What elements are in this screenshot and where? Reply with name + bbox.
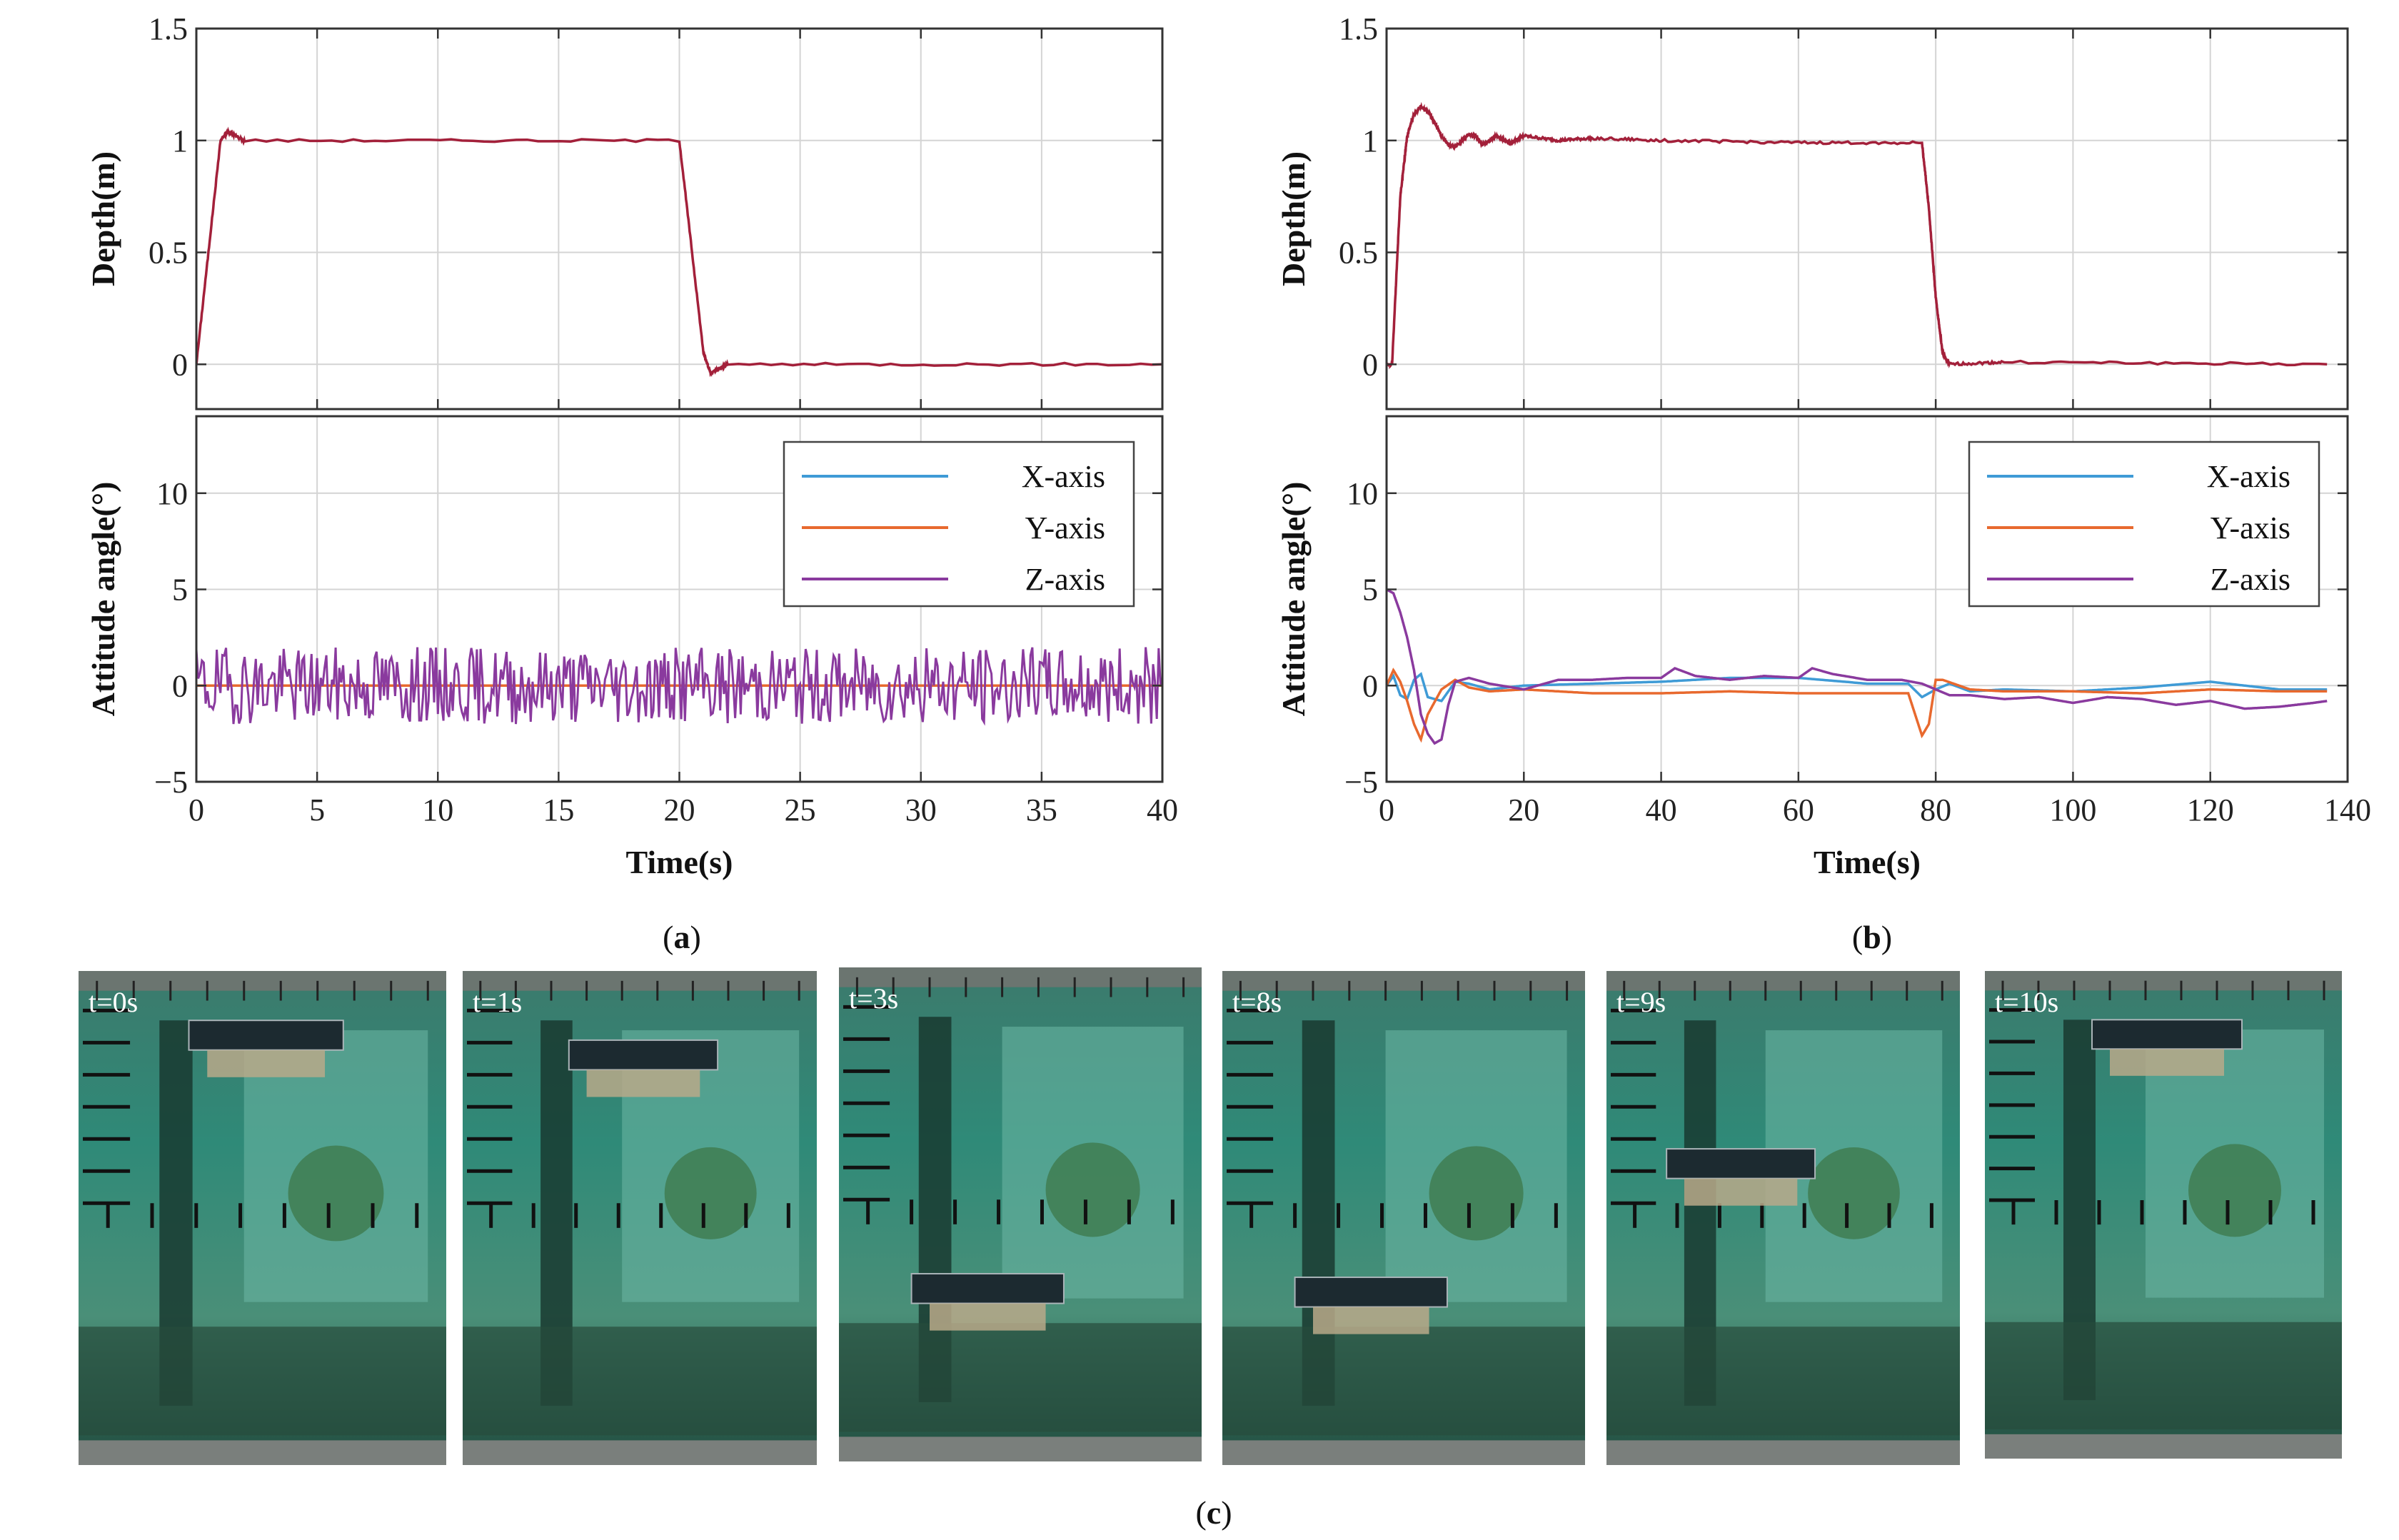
y-tick-label: 0.5 bbox=[149, 236, 188, 271]
x-tick-label: 140 bbox=[2324, 792, 2371, 827]
panel-caption-b: (b) bbox=[1851, 919, 1893, 955]
x-tick-label: 20 bbox=[1508, 792, 1539, 827]
y-tick-label: 1 bbox=[172, 124, 188, 158]
plot-frame bbox=[1385, 415, 2349, 783]
photo-frame: t=0s bbox=[79, 971, 446, 1465]
y-tick-label: −5 bbox=[154, 765, 188, 800]
legend: X-axis Y-axis Z-axis bbox=[1968, 441, 2320, 608]
panel-caption-a: (a) bbox=[663, 919, 701, 955]
legend-label: Z-axis bbox=[1025, 562, 1105, 597]
x-tick-label: 0 bbox=[188, 792, 204, 827]
y-axis-label: Depth(m) bbox=[1275, 151, 1312, 286]
legend-label: Y-axis bbox=[1025, 510, 1105, 545]
y-tick-label: 1.5 bbox=[1339, 11, 1378, 46]
series-z-axis-line bbox=[196, 647, 1162, 726]
x-tick-label: 25 bbox=[785, 792, 816, 827]
series-y-axis-line bbox=[1387, 668, 2328, 743]
photo-frame: t=9s bbox=[1606, 971, 1960, 1465]
x-tick-label: 15 bbox=[543, 792, 574, 827]
frame-time-label: t=1s bbox=[473, 986, 523, 1018]
photo-frame: t=8s bbox=[1222, 971, 1585, 1465]
chart-b-depth: 1.5 1 0.5 0 Depth(m) bbox=[1275, 11, 2349, 411]
y-axis-label: Attitude angle(°) bbox=[85, 482, 121, 717]
x-tick-label: 100 bbox=[2049, 792, 2096, 827]
y-tick-label: 10 bbox=[156, 476, 188, 511]
legend-label: X-axis bbox=[2207, 459, 2290, 494]
series-depth-line bbox=[196, 126, 1162, 378]
series-z-axis-line bbox=[1387, 588, 2328, 745]
legend-label: Z-axis bbox=[2211, 562, 2290, 597]
y-tick-label: 0 bbox=[172, 347, 188, 382]
x-tick-label: 40 bbox=[1646, 792, 1677, 827]
plot-frame bbox=[1385, 27, 2349, 411]
y-tick-label: 5 bbox=[1362, 573, 1378, 608]
frame-time-label: t=9s bbox=[1616, 986, 1666, 1018]
panel-caption-c: (c) bbox=[1195, 1494, 1232, 1531]
legend: X-axis Y-axis Z-axis bbox=[783, 441, 1135, 608]
y-tick-label: 0 bbox=[172, 668, 188, 703]
x-axis-label: Time(s) bbox=[626, 844, 733, 880]
y-tick-label: 10 bbox=[1347, 476, 1378, 511]
x-tick-label: 35 bbox=[1026, 792, 1057, 827]
x-tick-label: 80 bbox=[1920, 792, 1951, 827]
y-tick-label: 1.5 bbox=[149, 11, 188, 46]
photo-frame: t=1s bbox=[463, 971, 817, 1465]
frame-time-label: t=3s bbox=[849, 982, 899, 1015]
x-tick-label: 0 bbox=[1379, 792, 1394, 827]
frame-time-label: t=0s bbox=[89, 986, 139, 1018]
x-tick-label: 30 bbox=[905, 792, 937, 827]
y-axis-label: Attitude angle(°) bbox=[1275, 482, 1312, 717]
x-tick-label: 20 bbox=[664, 792, 695, 827]
x-axis-label: Time(s) bbox=[1814, 844, 1921, 880]
y-tick-label: 0 bbox=[1362, 347, 1378, 382]
legend-label: X-axis bbox=[1022, 459, 1105, 494]
y-tick-label: −5 bbox=[1344, 765, 1378, 800]
x-tick-label: 120 bbox=[2187, 792, 2234, 827]
x-tick-label: 40 bbox=[1147, 792, 1178, 827]
frame-time-label: t=8s bbox=[1232, 986, 1282, 1018]
series-depth-line bbox=[1387, 101, 2328, 370]
y-axis-label: Depth(m) bbox=[85, 151, 121, 286]
x-tick-label: 60 bbox=[1783, 792, 1814, 827]
frame-time-label: t=10s bbox=[1995, 986, 2059, 1018]
y-tick-label: 1 bbox=[1362, 124, 1378, 158]
x-tick-label: 10 bbox=[422, 792, 453, 827]
legend-label: Y-axis bbox=[2211, 510, 2290, 545]
photo-frame: t=10s bbox=[1985, 971, 2342, 1459]
x-tick-label: 5 bbox=[309, 792, 325, 827]
photo-frame: t=3s bbox=[839, 967, 1202, 1461]
y-tick-label: 0 bbox=[1362, 668, 1378, 703]
y-tick-label: 5 bbox=[172, 573, 188, 608]
y-tick-label: 0.5 bbox=[1339, 236, 1378, 271]
chart-a-depth: 1.5 1 0.5 0 Depth(m) bbox=[85, 11, 1164, 411]
